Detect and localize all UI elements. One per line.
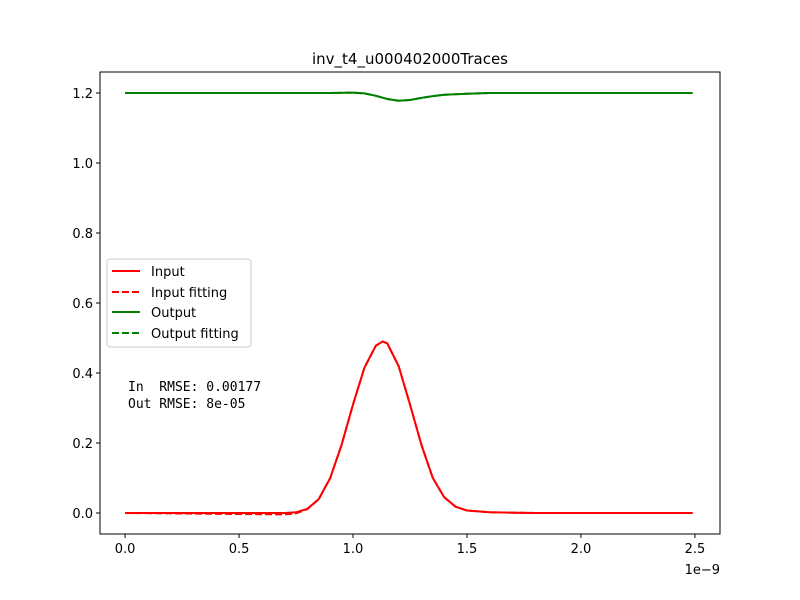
y-tick-label: 0.0 [72, 507, 93, 522]
y-tick-label: 0.8 [72, 227, 93, 242]
output-rmse-text: Out RMSE: 8e-05 [128, 397, 245, 412]
legend-item-input-fitting: Input fitting [112, 286, 227, 301]
series-line-output-fitting [125, 91, 693, 102]
series-layer [125, 91, 693, 516]
y-tick-label: 0.2 [72, 437, 93, 452]
x-axis: 0.0 0.5 1.0 1.5 2.0 2.5 [115, 534, 706, 557]
series-line-input-fitting [125, 340, 693, 516]
plot-area [99, 71, 721, 535]
y-tick-label: 0.6 [72, 297, 93, 312]
x-tick-label: 1.0 [343, 542, 364, 557]
x-tick-label: 2.5 [685, 542, 706, 557]
x-tick-label: 0.5 [229, 542, 250, 557]
chart-title: inv_t4_u000402000Traces [312, 50, 508, 69]
legend-label-input-fitting: Input fitting [151, 286, 227, 301]
x-tick-label: 1.5 [457, 542, 478, 557]
x-tick-label: 0.0 [115, 542, 136, 557]
y-tick-label: 0.4 [72, 367, 93, 382]
legend-label-output-fitting: Output fitting [151, 327, 239, 342]
x-axis-offset-label: 1e−9 [685, 563, 720, 578]
rmse-annotation: In RMSE: 0.00177 Out RMSE: 8e-05 [128, 380, 261, 412]
legend-label-input: Input [151, 265, 185, 280]
y-tick-label: 1.0 [72, 157, 93, 172]
legend: Input Input fitting Output Output fittin… [106, 258, 252, 348]
x-tick-label: 2.0 [571, 542, 592, 557]
legend-item-output-fitting: Output fitting [112, 327, 239, 342]
legend-label-output: Output [151, 306, 196, 321]
input-rmse-text: In RMSE: 0.00177 [128, 380, 261, 395]
legend-box [106, 258, 252, 348]
y-tick-label: 1.2 [72, 87, 93, 102]
y-axis: 0.0 0.2 0.4 0.6 0.8 1.0 1.2 [72, 87, 100, 522]
legend-item-input: Input [112, 265, 185, 280]
legend-item-output: Output [112, 306, 196, 321]
